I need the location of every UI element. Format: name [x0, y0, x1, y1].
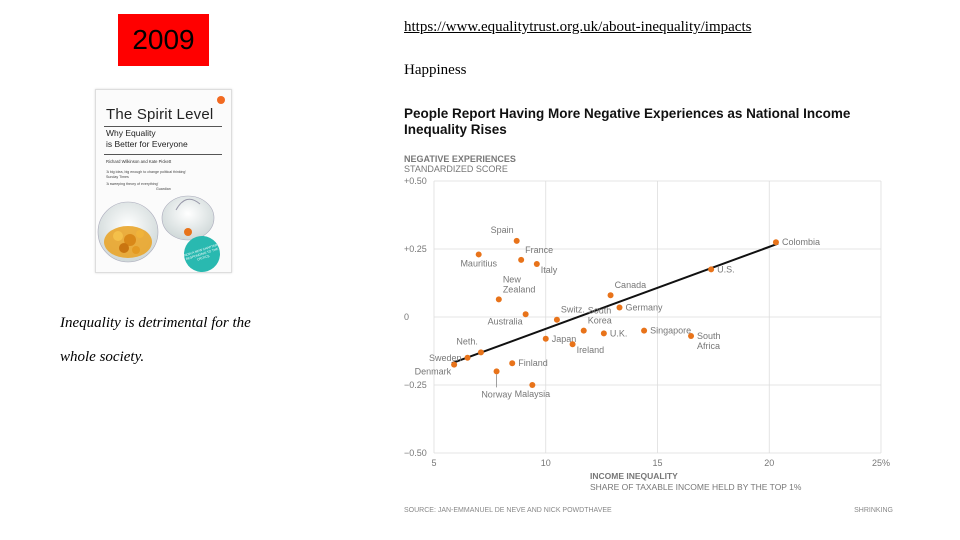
data-point: [641, 327, 648, 334]
caption: Inequality is detrimental for the whole …: [60, 306, 320, 374]
data-point: [475, 251, 482, 258]
y-tick-label: −0.25: [404, 380, 427, 390]
data-point: [451, 361, 458, 368]
data-point-label: Norway: [481, 389, 512, 399]
book-subtitle-line1: Why Equality: [106, 128, 156, 138]
data-point-label: Australia: [488, 316, 523, 326]
book-cover-image: The Spirit Level Why Equality is Better …: [95, 89, 232, 273]
x-tick-label: 10: [541, 458, 551, 468]
data-point: [509, 360, 516, 367]
data-point-label: Malaysia: [515, 389, 551, 399]
data-point: [580, 327, 587, 334]
data-point: [542, 335, 549, 342]
x-tick-label: 15: [652, 458, 662, 468]
data-point: [529, 382, 536, 388]
book-quote-source: Guardian: [156, 187, 171, 191]
data-point-label: Africa: [697, 341, 720, 351]
chart-title: People Report Having More Negative Exper…: [404, 106, 884, 138]
book-authors: Richard Wilkinson and Kate Pickett: [106, 159, 172, 164]
data-point-label: Canada: [615, 280, 647, 290]
chart-title-line2: Inequality Rises: [404, 122, 507, 137]
x-tick-label: 5: [431, 458, 436, 468]
data-point-label: Neth.: [456, 336, 478, 346]
book-quote-source: Sunday Times: [106, 175, 129, 179]
data-point: [477, 349, 484, 356]
trend-line: [451, 242, 779, 365]
book-divider: [104, 126, 222, 127]
book-quote: 'A sweeping theory of everything': [106, 182, 159, 186]
year-badge: 2009: [118, 14, 209, 66]
book-subtitle: Why Equality is Better for Everyone: [106, 128, 216, 150]
data-point-label: Zealand: [503, 284, 536, 294]
data-point-label: Italy: [541, 265, 558, 275]
data-point-label: Colombia: [782, 237, 820, 247]
data-point: [553, 316, 560, 323]
data-point-label: U.S.: [717, 264, 735, 274]
book-subtitle-line2: is Better for Everyone: [106, 139, 188, 149]
data-point: [688, 333, 695, 340]
x-axis-label-line1: INCOME INEQUALITY: [590, 471, 678, 481]
source-link[interactable]: https://www.equalitytrust.org.uk/about-i…: [404, 19, 752, 35]
y-axis-label-line2: STANDARDIZED SCORE: [404, 164, 508, 174]
data-point-label: Germany: [626, 302, 664, 312]
caption-line2: whole society.: [60, 349, 145, 365]
caption-line1: Inequality is detrimental for the: [60, 315, 251, 331]
section-label: Happiness: [404, 62, 467, 78]
data-point: [513, 237, 520, 244]
trend-line-group: [451, 242, 779, 365]
book-title: The Spirit Level: [106, 106, 214, 123]
data-point: [533, 260, 540, 267]
y-tick-label: −0.50: [404, 448, 427, 458]
chart-source: SOURCE: JAN-EMMANUEL DE NEVE AND NICK PO…: [404, 507, 612, 514]
data-point-label: Switz.: [561, 305, 585, 315]
data-point: [569, 341, 576, 348]
y-tick-label: +0.25: [404, 244, 427, 254]
data-point: [616, 304, 623, 311]
data-point-label: Singapore: [650, 326, 691, 336]
glass-bowls-illustration: [97, 195, 215, 263]
data-point: [464, 354, 471, 361]
x-tick-label: 20: [764, 458, 774, 468]
chart-title-line1: People Report Having More Negative Exper…: [404, 106, 851, 121]
data-point: [493, 368, 500, 375]
data-point-label: Denmark: [415, 367, 452, 377]
data-point-label: Sweden: [429, 353, 462, 363]
data-point-label: Finland: [518, 358, 548, 368]
x-axis-label-line2: SHARE OF TAXABLE INCOME HELD BY THE TOP …: [590, 482, 802, 492]
chart-axis-labels: NEGATIVE EXPERIENCES STANDARDIZED SCORE …: [404, 154, 893, 514]
data-point: [522, 311, 529, 318]
data-point-label: Mauritius: [460, 258, 497, 268]
data-point: [600, 330, 607, 337]
data-point: [772, 239, 779, 246]
book-divider: [104, 154, 222, 155]
data-point-label: South: [697, 331, 721, 341]
chart-credit: SHRINKING: [854, 507, 893, 514]
x-tick-label: 25%: [872, 458, 890, 468]
data-point: [495, 296, 502, 303]
data-point-label: Japan: [552, 334, 577, 344]
publisher-logo-icon: [217, 96, 225, 104]
data-point-label: U.K.: [610, 328, 628, 338]
data-point: [708, 266, 715, 273]
data-point: [518, 256, 525, 263]
data-point-label: South: [588, 306, 612, 316]
data-point-label: Spain: [491, 225, 514, 235]
book-quote: 'A big idea, big enough to change politi…: [106, 170, 187, 174]
chart-grid: +0.50 +0.25 0 −0.25 −0.50 5 10 15 20 25%: [404, 176, 890, 468]
data-point-label: France: [525, 245, 553, 255]
data-point-label: New: [503, 274, 522, 284]
y-tick-label: +0.50: [404, 176, 427, 186]
y-axis-label-line1: NEGATIVE EXPERIENCES: [404, 154, 516, 164]
data-point-label: Korea: [588, 316, 612, 326]
data-point-label: Ireland: [577, 345, 605, 355]
data-point: [607, 292, 614, 299]
y-tick-label: 0: [404, 312, 409, 322]
